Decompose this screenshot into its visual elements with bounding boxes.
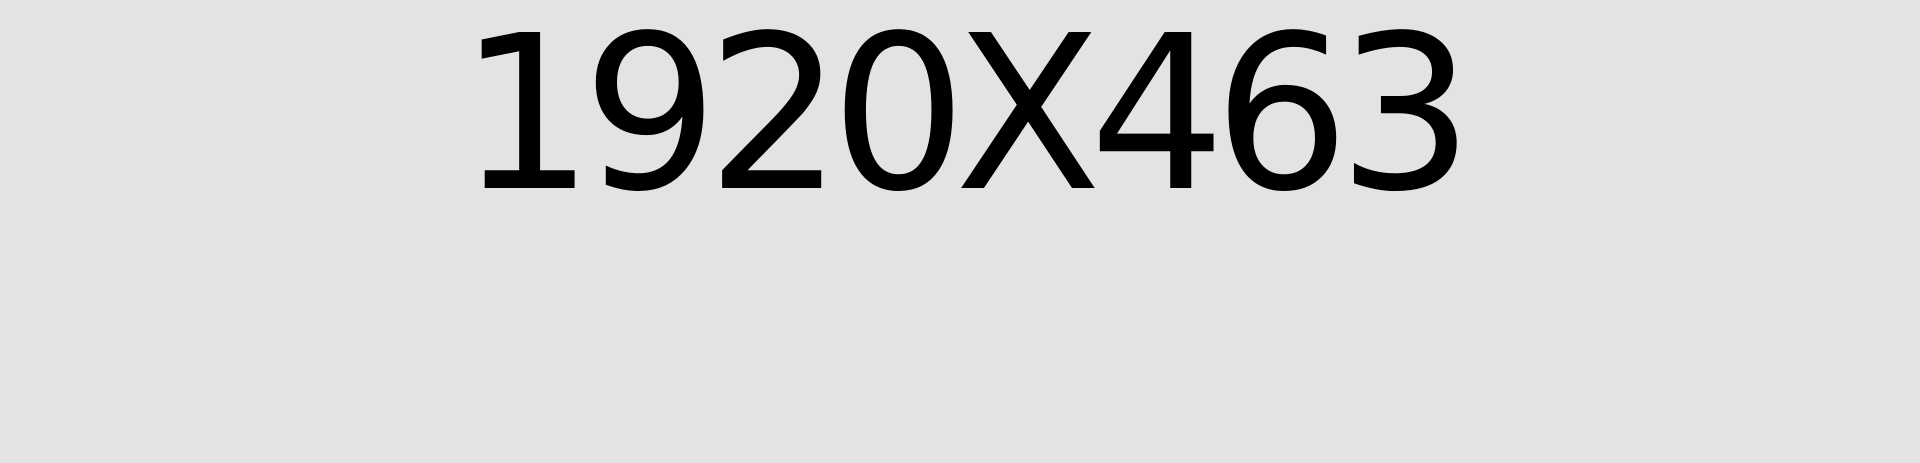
dimensions-label: 1920X463: [458, 0, 1474, 239]
